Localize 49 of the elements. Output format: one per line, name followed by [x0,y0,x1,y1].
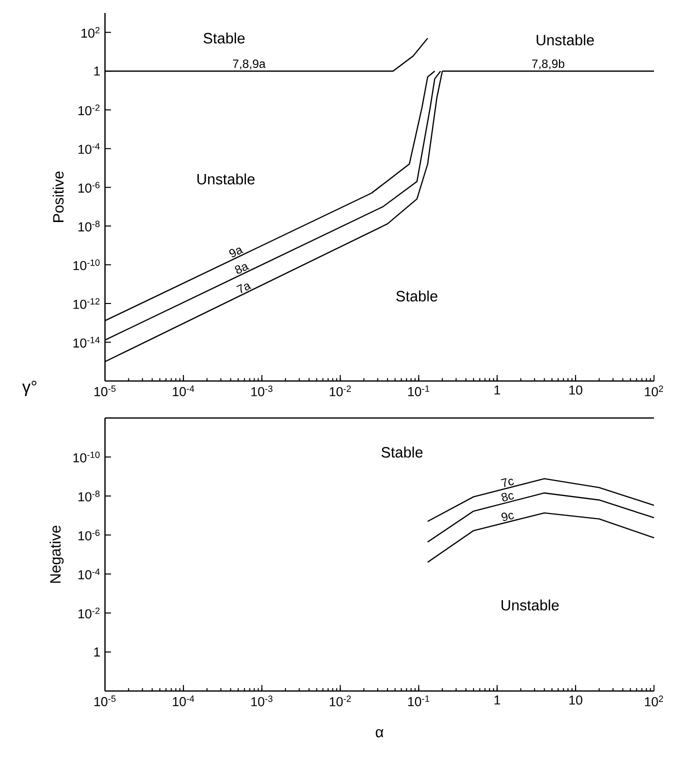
y-axis-title: Negative [50,526,64,583]
y-tick-label: 10$^{-8}$ [78,490,100,502]
y-tick-label: 1 [94,648,100,656]
x-tick-label: 10 [569,386,582,395]
x-tick-label: 10$^{-5}$ [94,696,116,706]
x-tick-label: 10$^{-2}$ [330,386,351,396]
x-tick-label: 10$^{-3}$ [251,696,272,706]
y-tick-label: 10$^{-2}$ [78,104,100,116]
annotation: Unstable [536,34,594,46]
x-tick-label: 1 [494,696,500,704]
annotation: Stable [381,446,423,458]
y-tick-label: 10$^{-10}$ [73,259,100,270]
x-axis-title: α [376,729,384,738]
annotation: Unstable [502,600,559,610]
y-tick-label: 1 [94,66,100,76]
y-tick-label: 10$^{-4}$ [78,568,100,580]
y-tick-label: 10$^{-12}$ [73,298,100,309]
x-tick-label: 10$^{-3}$ [251,386,272,396]
y-tick-label: 10$^{-6}$ [78,182,100,193]
y-tick-label: 10$^{-6}$ [78,530,100,540]
text: 9a [229,248,244,258]
x-tick-label: 10$^{-2}$ [330,696,351,706]
annotation: Stable [204,32,245,44]
text: 7a [236,284,252,294]
x-tick-label: 10$^{-5}$ [94,386,116,396]
y-axis-title: Positive [52,172,64,222]
series-label: 7,8,9b [532,59,564,70]
annotation: Stable [396,290,438,302]
x-tick-label: 10 [569,696,582,705]
y-tick-label: 10$^{-10}$ [73,452,100,462]
x-tick-label: 10$^{-4}$ [172,386,194,396]
text: 7c [500,478,514,488]
x-tick-label: 10$^{-1}$ [408,386,430,396]
annotation: Unstable [197,173,255,184]
x-tick-label: 10$^{-4}$ [172,696,194,706]
x-tick-label: 10$^{2}$ [645,696,664,706]
x-tick-label: 1 [494,386,500,394]
series-label: 7,8,9a [232,60,266,70]
y-tick-label: 10$^{2}$ [82,26,100,38]
text: 9c [501,512,514,522]
y-tick-label: 10$^{-4}$ [78,143,100,154]
y-tick-label: 10$^{-14}$ [73,336,100,348]
y-tick-label: 10$^{-2}$ [78,608,100,618]
text: 8a [234,264,250,274]
text: 8c [501,492,514,502]
y-tick-label: 10$^{-8}$ [78,220,100,232]
x-tick-label: 10$^{2}$ [645,386,664,396]
x-tick-label: 10$^{-1}$ [408,696,430,706]
text: γ° [22,380,36,396]
